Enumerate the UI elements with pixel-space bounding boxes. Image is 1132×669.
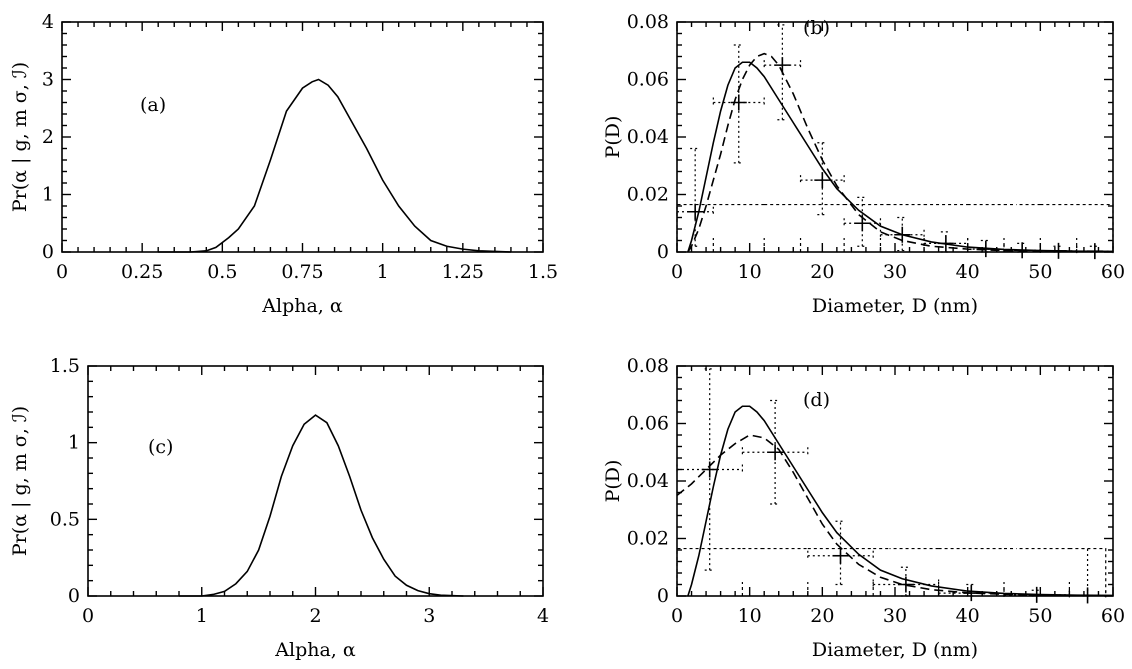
y-tick-label: 0.04 xyxy=(627,126,669,148)
x-tick-label: 30 xyxy=(883,605,907,627)
plot-frame xyxy=(61,21,544,253)
y-axis-label: Pr(α | g, m σ, ℐ) xyxy=(9,406,31,556)
x-tick-label: 50 xyxy=(1028,261,1052,283)
x-tick-label: 0 xyxy=(671,261,683,283)
y-axis-label: Pr(α | g, m σ, ℐ) xyxy=(9,62,31,212)
y-tick-label: 1 xyxy=(68,432,80,454)
y-tick-label: 0.08 xyxy=(627,355,669,377)
x-tick-label: 0.5 xyxy=(207,261,237,283)
error-bar-point xyxy=(712,44,765,164)
y-tick-label: 3 xyxy=(42,69,54,91)
x-tick-label: 50 xyxy=(1028,605,1052,627)
y-tick-label: 0 xyxy=(657,585,669,607)
x-tick-label: 1 xyxy=(196,605,208,627)
panel-label: (b) xyxy=(803,17,830,39)
plot-frame xyxy=(676,365,1114,597)
y-axis-label: P(D) xyxy=(602,460,624,503)
x-tick-label: 40 xyxy=(956,261,980,283)
y-tick-label: 4 xyxy=(42,11,54,33)
solid-curve xyxy=(687,61,1114,253)
chart-panel-b: 0 10 20 30 40 50 60 0 0.02 0.04 0.06 0.08 Diameter, … xyxy=(602,11,1125,317)
x-tick-label: 20 xyxy=(810,605,834,627)
x-tick-label: 20 xyxy=(810,261,834,283)
chart-panel-d: 0 10 20 30 40 50 60 0 0.02 0.04 0.06 0.08 Diameter, … xyxy=(602,355,1125,661)
x-tick-label: 10 xyxy=(738,261,762,283)
x-tick-label: 60 xyxy=(1101,261,1125,283)
error-bar-point xyxy=(676,147,714,247)
error-bar-point xyxy=(799,142,845,216)
x-tick-label: 1.5 xyxy=(528,261,558,283)
x-axis-label: Alpha, α xyxy=(274,639,356,661)
panel-label: (a) xyxy=(140,94,166,116)
x-axis-label: Diameter, D (nm) xyxy=(812,639,978,661)
x-tick-label: 0.75 xyxy=(281,261,323,283)
y-tick-label: 0.06 xyxy=(627,413,669,435)
x-axis-label: Alpha, α xyxy=(261,295,343,317)
x-axis-label: Diameter, D (nm) xyxy=(812,295,978,317)
error-bar-point xyxy=(843,196,882,247)
error-bar-point xyxy=(807,520,874,586)
x-tick-label: 2 xyxy=(309,605,321,627)
x-tick-label: 4 xyxy=(537,605,549,627)
solid-curve xyxy=(158,78,511,253)
x-tick-label: 0.25 xyxy=(121,261,163,283)
y-tick-label: 0.06 xyxy=(627,69,669,91)
y-tick-label: 0.08 xyxy=(627,11,669,33)
plot-frame xyxy=(676,21,1114,253)
y-tick-label: 0.02 xyxy=(627,184,669,206)
dashed-curve xyxy=(687,52,1114,253)
x-tick-label: 0 xyxy=(671,605,683,627)
y-axis-label: P(D) xyxy=(602,116,624,159)
y-tick-label: 1.5 xyxy=(50,355,80,377)
y-tick-label: 0 xyxy=(42,241,54,263)
x-tick-label: 30 xyxy=(883,261,907,283)
x-tick-label: 40 xyxy=(956,605,980,627)
y-tick-label: 0.5 xyxy=(50,508,80,530)
y-tick-label: 0 xyxy=(68,585,80,607)
y-tick-label: 0.02 xyxy=(627,528,669,550)
y-tick-label: 2 xyxy=(42,126,54,148)
chart-panel-a: 0 0.25 0.5 0.75 1 1.25 1.5 0 1 2 3 4 Alpha, α Pr(α | … xyxy=(9,11,558,317)
solid-curve xyxy=(687,405,1114,597)
y-tick-label: 0.04 xyxy=(627,470,669,492)
panel-label: (c) xyxy=(148,436,173,458)
panel-label: (d) xyxy=(803,389,830,411)
histogram-bars xyxy=(676,547,1107,596)
dashed-curve xyxy=(676,434,1114,597)
plot-frame xyxy=(87,365,544,597)
y-tick-label: 1 xyxy=(42,184,54,206)
x-tick-label: 3 xyxy=(423,605,435,627)
x-tick-label: 60 xyxy=(1101,605,1125,627)
x-tick-label: 10 xyxy=(738,605,762,627)
x-tick-label: 0 xyxy=(56,261,68,283)
y-tick-label: 0 xyxy=(657,241,669,263)
x-tick-label: 1 xyxy=(377,261,389,283)
solid-curve xyxy=(179,414,464,597)
error-bar-point xyxy=(676,368,744,571)
x-tick-label: 0 xyxy=(82,605,94,627)
histogram-bars xyxy=(676,203,1114,252)
chart-panel-c: 0 1 2 3 4 0 0.5 1 1.5 Alpha, α Pr(α | g, m σ, ℐ) (c… xyxy=(9,355,549,661)
error-bar-point xyxy=(741,399,809,505)
x-tick-label: 1.25 xyxy=(442,261,484,283)
